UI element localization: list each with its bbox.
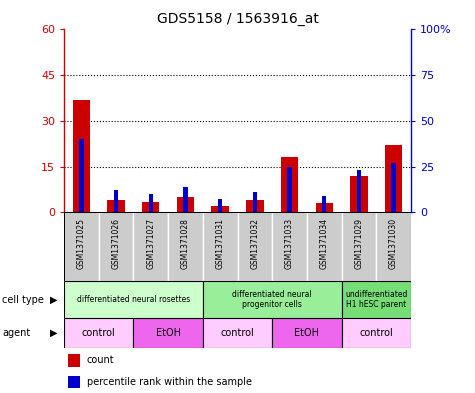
Text: count: count	[86, 355, 114, 365]
Text: percentile rank within the sample: percentile rank within the sample	[86, 377, 252, 387]
Text: GSM1371027: GSM1371027	[146, 218, 155, 269]
Text: GSM1371028: GSM1371028	[181, 218, 190, 268]
Text: differentiated neural rosettes: differentiated neural rosettes	[77, 295, 190, 304]
Bar	[107, 200, 125, 212]
Title: GDS5158 / 1563916_at: GDS5158 / 1563916_at	[157, 12, 318, 26]
Bar	[73, 99, 90, 212]
Text: GSM1371029: GSM1371029	[354, 218, 363, 269]
Text: GSM1371032: GSM1371032	[250, 218, 259, 269]
Bar	[322, 196, 326, 212]
Bar	[238, 212, 272, 281]
Bar	[385, 145, 402, 212]
Bar	[133, 318, 203, 348]
Bar	[64, 212, 99, 281]
Bar	[272, 212, 307, 281]
Bar	[168, 212, 203, 281]
Bar	[246, 200, 264, 212]
Bar	[357, 170, 361, 212]
Bar	[281, 157, 298, 212]
Bar	[133, 212, 168, 281]
Text: GSM1371026: GSM1371026	[112, 218, 121, 269]
Text: EtOH: EtOH	[294, 328, 319, 338]
Text: agent: agent	[2, 328, 30, 338]
Bar	[391, 163, 396, 212]
Text: GSM1371025: GSM1371025	[77, 218, 86, 269]
Bar	[183, 187, 188, 212]
Text: ▶: ▶	[50, 295, 57, 305]
Bar	[114, 190, 118, 212]
Text: EtOH: EtOH	[156, 328, 180, 338]
Bar	[272, 318, 342, 348]
Text: differentiated neural
progenitor cells: differentiated neural progenitor cells	[232, 290, 312, 309]
Text: control: control	[82, 328, 116, 338]
Bar	[203, 212, 238, 281]
Text: GSM1371033: GSM1371033	[285, 218, 294, 269]
Bar	[342, 212, 376, 281]
Bar	[287, 167, 292, 212]
Text: ▶: ▶	[50, 328, 57, 338]
Bar	[67, 376, 80, 388]
Bar	[142, 202, 160, 212]
Text: control: control	[220, 328, 255, 338]
Bar	[307, 212, 342, 281]
Bar	[342, 318, 411, 348]
Bar	[211, 206, 229, 212]
Text: control: control	[359, 328, 393, 338]
Bar	[149, 194, 153, 212]
Bar	[350, 176, 368, 212]
Text: GSM1371034: GSM1371034	[320, 218, 329, 269]
Bar	[342, 281, 411, 318]
Bar	[99, 212, 133, 281]
Bar	[67, 354, 80, 367]
Bar	[376, 212, 411, 281]
Bar	[177, 197, 194, 212]
Bar	[64, 281, 203, 318]
Text: GSM1371031: GSM1371031	[216, 218, 225, 269]
Bar	[203, 318, 272, 348]
Text: undifferentiated
H1 hESC parent: undifferentiated H1 hESC parent	[345, 290, 408, 309]
Bar	[315, 203, 333, 212]
Bar	[203, 281, 342, 318]
Bar	[79, 139, 84, 212]
Text: cell type: cell type	[2, 295, 44, 305]
Bar	[218, 199, 222, 212]
Bar	[64, 318, 133, 348]
Bar	[253, 192, 257, 212]
Text: GSM1371030: GSM1371030	[389, 218, 398, 269]
